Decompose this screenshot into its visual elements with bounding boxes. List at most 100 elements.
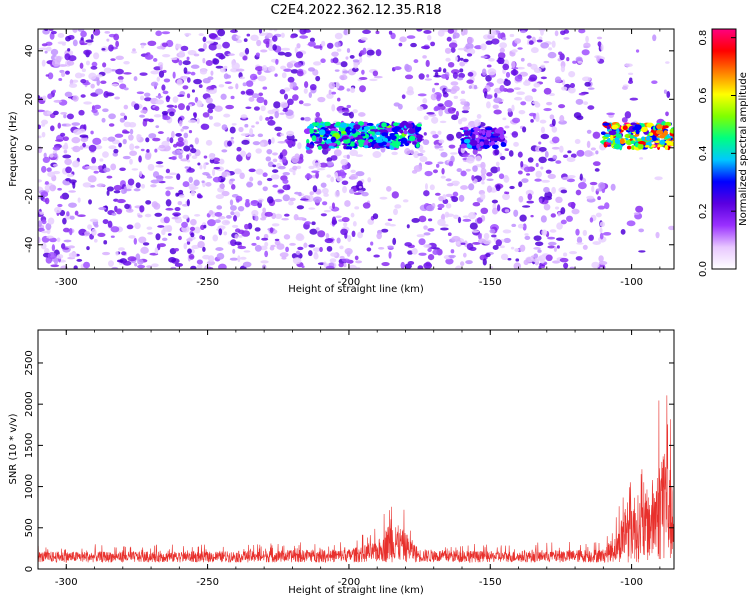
heatmap-cell (355, 154, 364, 158)
heatmap-cell (445, 213, 455, 217)
heatmap-cell (281, 72, 287, 79)
heatmap-cell (441, 168, 445, 175)
heatmap-cell (40, 119, 49, 125)
heatmap-cell (466, 156, 475, 164)
heatmap-cell (308, 91, 313, 98)
heatmap-cell (283, 68, 292, 72)
heatmap-cell (655, 231, 660, 239)
heatmap-cell (137, 214, 143, 218)
heatmap-cell (286, 140, 294, 146)
heatmap-cell (131, 50, 138, 54)
heatmap-cell (520, 101, 527, 106)
heatmap-cell (551, 126, 558, 133)
heatmap-cell (214, 219, 221, 224)
heatmap-cell (66, 60, 75, 66)
heatmap-cell (141, 183, 146, 189)
heatmap-cell (182, 181, 190, 188)
heatmap-cell (241, 139, 250, 145)
heatmap-cell (136, 134, 141, 142)
heatmap-cell (497, 166, 501, 172)
heatmap-cell (425, 59, 430, 68)
heatmap-cell (469, 222, 478, 230)
heatmap-cell (486, 64, 492, 68)
heatmap-cell (348, 264, 357, 269)
heatmap-band-cell (630, 140, 636, 145)
heatmap-cell (255, 121, 260, 125)
heatmap-cell (493, 109, 502, 115)
heatmap-cell (512, 117, 521, 124)
heatmap-cell (231, 62, 240, 70)
heatmap-cell (274, 126, 283, 132)
heatmap-cell (282, 179, 289, 184)
heatmap-cell (258, 29, 263, 34)
heatmap-cell (561, 176, 570, 181)
heatmap-cell (511, 104, 515, 112)
heatmap-band-cell (382, 137, 389, 143)
heatmap-cell (332, 57, 339, 64)
heatmap-cell (498, 173, 505, 180)
heatmap-cell (218, 263, 227, 269)
heatmap-cell (503, 237, 511, 244)
heatmap-cell (486, 172, 493, 177)
heatmap-cell (492, 104, 499, 109)
heatmap-cell (229, 178, 236, 182)
heatmap-cell (217, 216, 226, 220)
heatmap-band-cell (485, 132, 492, 138)
heatmap-band-cell (471, 133, 476, 140)
heatmap-cell (325, 233, 330, 239)
heatmap-cell (459, 68, 464, 73)
heatmap-cell (260, 217, 267, 221)
heatmap-cell (540, 64, 546, 69)
heatmap-cell (182, 214, 189, 220)
heatmap-cell (336, 176, 344, 182)
heatmap-cell (120, 112, 126, 117)
heatmap-cell (578, 29, 586, 34)
heatmap-cell (582, 229, 588, 237)
heatmap-band-cell (407, 128, 416, 134)
heatmap-cell (43, 152, 47, 158)
heatmap-cell (560, 30, 566, 36)
heatmap-cell (243, 250, 251, 253)
heatmap-cell (255, 52, 260, 57)
heatmap-cell (244, 201, 250, 208)
heatmap-cell (455, 110, 459, 117)
heatmap-cell (437, 161, 444, 165)
heatmap-cell (421, 45, 430, 50)
heatmap-cell (663, 89, 668, 94)
heatmap-cell (279, 252, 289, 258)
heatmap-cell (85, 39, 94, 43)
heatmap-cell (559, 145, 564, 153)
heatmap-cell (404, 147, 411, 155)
heatmap-ytick-label: 40 (24, 44, 35, 57)
heatmap-band-cell (399, 130, 404, 134)
heatmap-cell (103, 90, 110, 98)
heatmap-cell (226, 215, 232, 219)
heatmap-cell (155, 95, 163, 99)
heatmap-cell (538, 141, 542, 145)
heatmap-cell (560, 189, 568, 194)
heatmap-cell (129, 143, 135, 151)
heatmap-cell (456, 240, 461, 246)
heatmap-cell (229, 205, 237, 211)
snr-xlabel: Height of straight line (km) (288, 585, 424, 596)
heatmap-cell (437, 103, 444, 107)
heatmap-cell (598, 255, 604, 263)
heatmap-cell (178, 189, 184, 195)
heatmap-cell (183, 75, 187, 81)
heatmap-cell (638, 228, 645, 233)
heatmap-cell (353, 186, 357, 193)
heatmap-cell (582, 244, 588, 250)
heatmap-cell (262, 186, 268, 192)
heatmap-cell (626, 220, 636, 227)
heatmap-cell (665, 61, 670, 64)
heatmap-cell (543, 60, 550, 64)
heatmap-cell (162, 115, 171, 121)
heatmap-band-cell (462, 126, 469, 131)
heatmap-cell (274, 73, 278, 77)
heatmap-band-cell (408, 135, 416, 142)
heatmap-cell (499, 84, 505, 92)
colorbar-tick-label: 0.4 (698, 145, 709, 161)
heatmap-cell (456, 168, 462, 173)
heatmap-cell (141, 44, 145, 49)
heatmap-cell (158, 165, 164, 168)
